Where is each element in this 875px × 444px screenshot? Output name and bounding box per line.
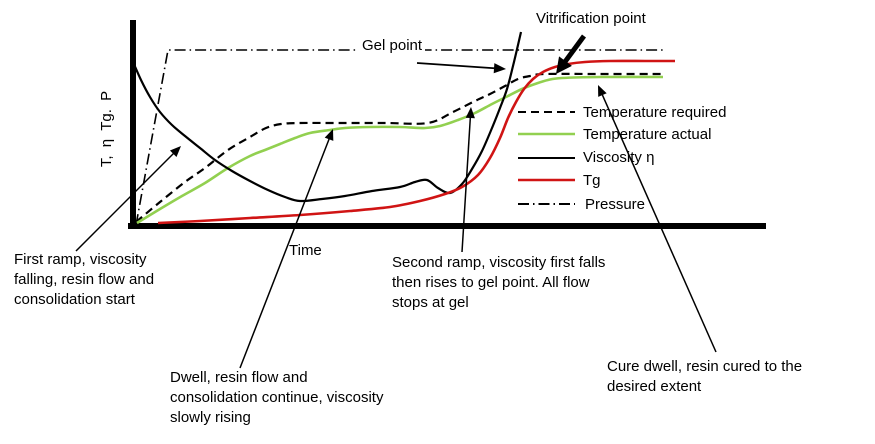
x-axis-label: Time — [289, 242, 322, 259]
first-ramp-leader-line — [75, 149, 178, 252]
gel-point-label: Gel point — [359, 36, 426, 56]
second-ramp-leader-line — [461, 112, 472, 253]
legend-label-temperature-required: Temperature required — [583, 104, 727, 121]
annotation-first-ramp: First ramp, viscosity falling, resin flo… — [14, 251, 155, 308]
legend-label-tg: Tg — [583, 172, 601, 189]
vitrification-point-label: Vitrification point — [536, 10, 646, 27]
second-ramp-leader-head — [465, 107, 475, 119]
curve-temperature-required — [135, 72, 663, 223]
annotation-second-ramp: Second ramp, viscosity first falls then … — [392, 254, 606, 311]
annotation-cure-dwell: Cure dwell, resin cured to the desired e… — [607, 358, 803, 395]
annotation-dwell: Dwell, resin flow and consolidation cont… — [170, 369, 384, 426]
gel-point-arrow-head — [493, 63, 506, 74]
legend-label-pressure: Pressure — [585, 196, 646, 213]
curve-tg — [157, 59, 675, 225]
y-axis-label: T, η Tg. P — [98, 90, 115, 168]
gel-point-arrow-line — [416, 62, 501, 70]
cure-dwell-leader-line — [599, 89, 717, 353]
legend-label-temperature-actual: Temperature actual — [583, 126, 712, 143]
curve-viscosity — [131, 31, 523, 203]
curve-temperature-actual — [136, 75, 664, 225]
dwell-leader-head — [324, 129, 334, 141]
dwell-leader-line — [239, 133, 332, 369]
first-ramp-leader-head — [169, 146, 181, 158]
cure-dwell-leader-head — [598, 85, 607, 97]
vitrification-arrow-head — [556, 56, 572, 74]
legend-label-viscosity: Viscosity η — [583, 149, 655, 166]
